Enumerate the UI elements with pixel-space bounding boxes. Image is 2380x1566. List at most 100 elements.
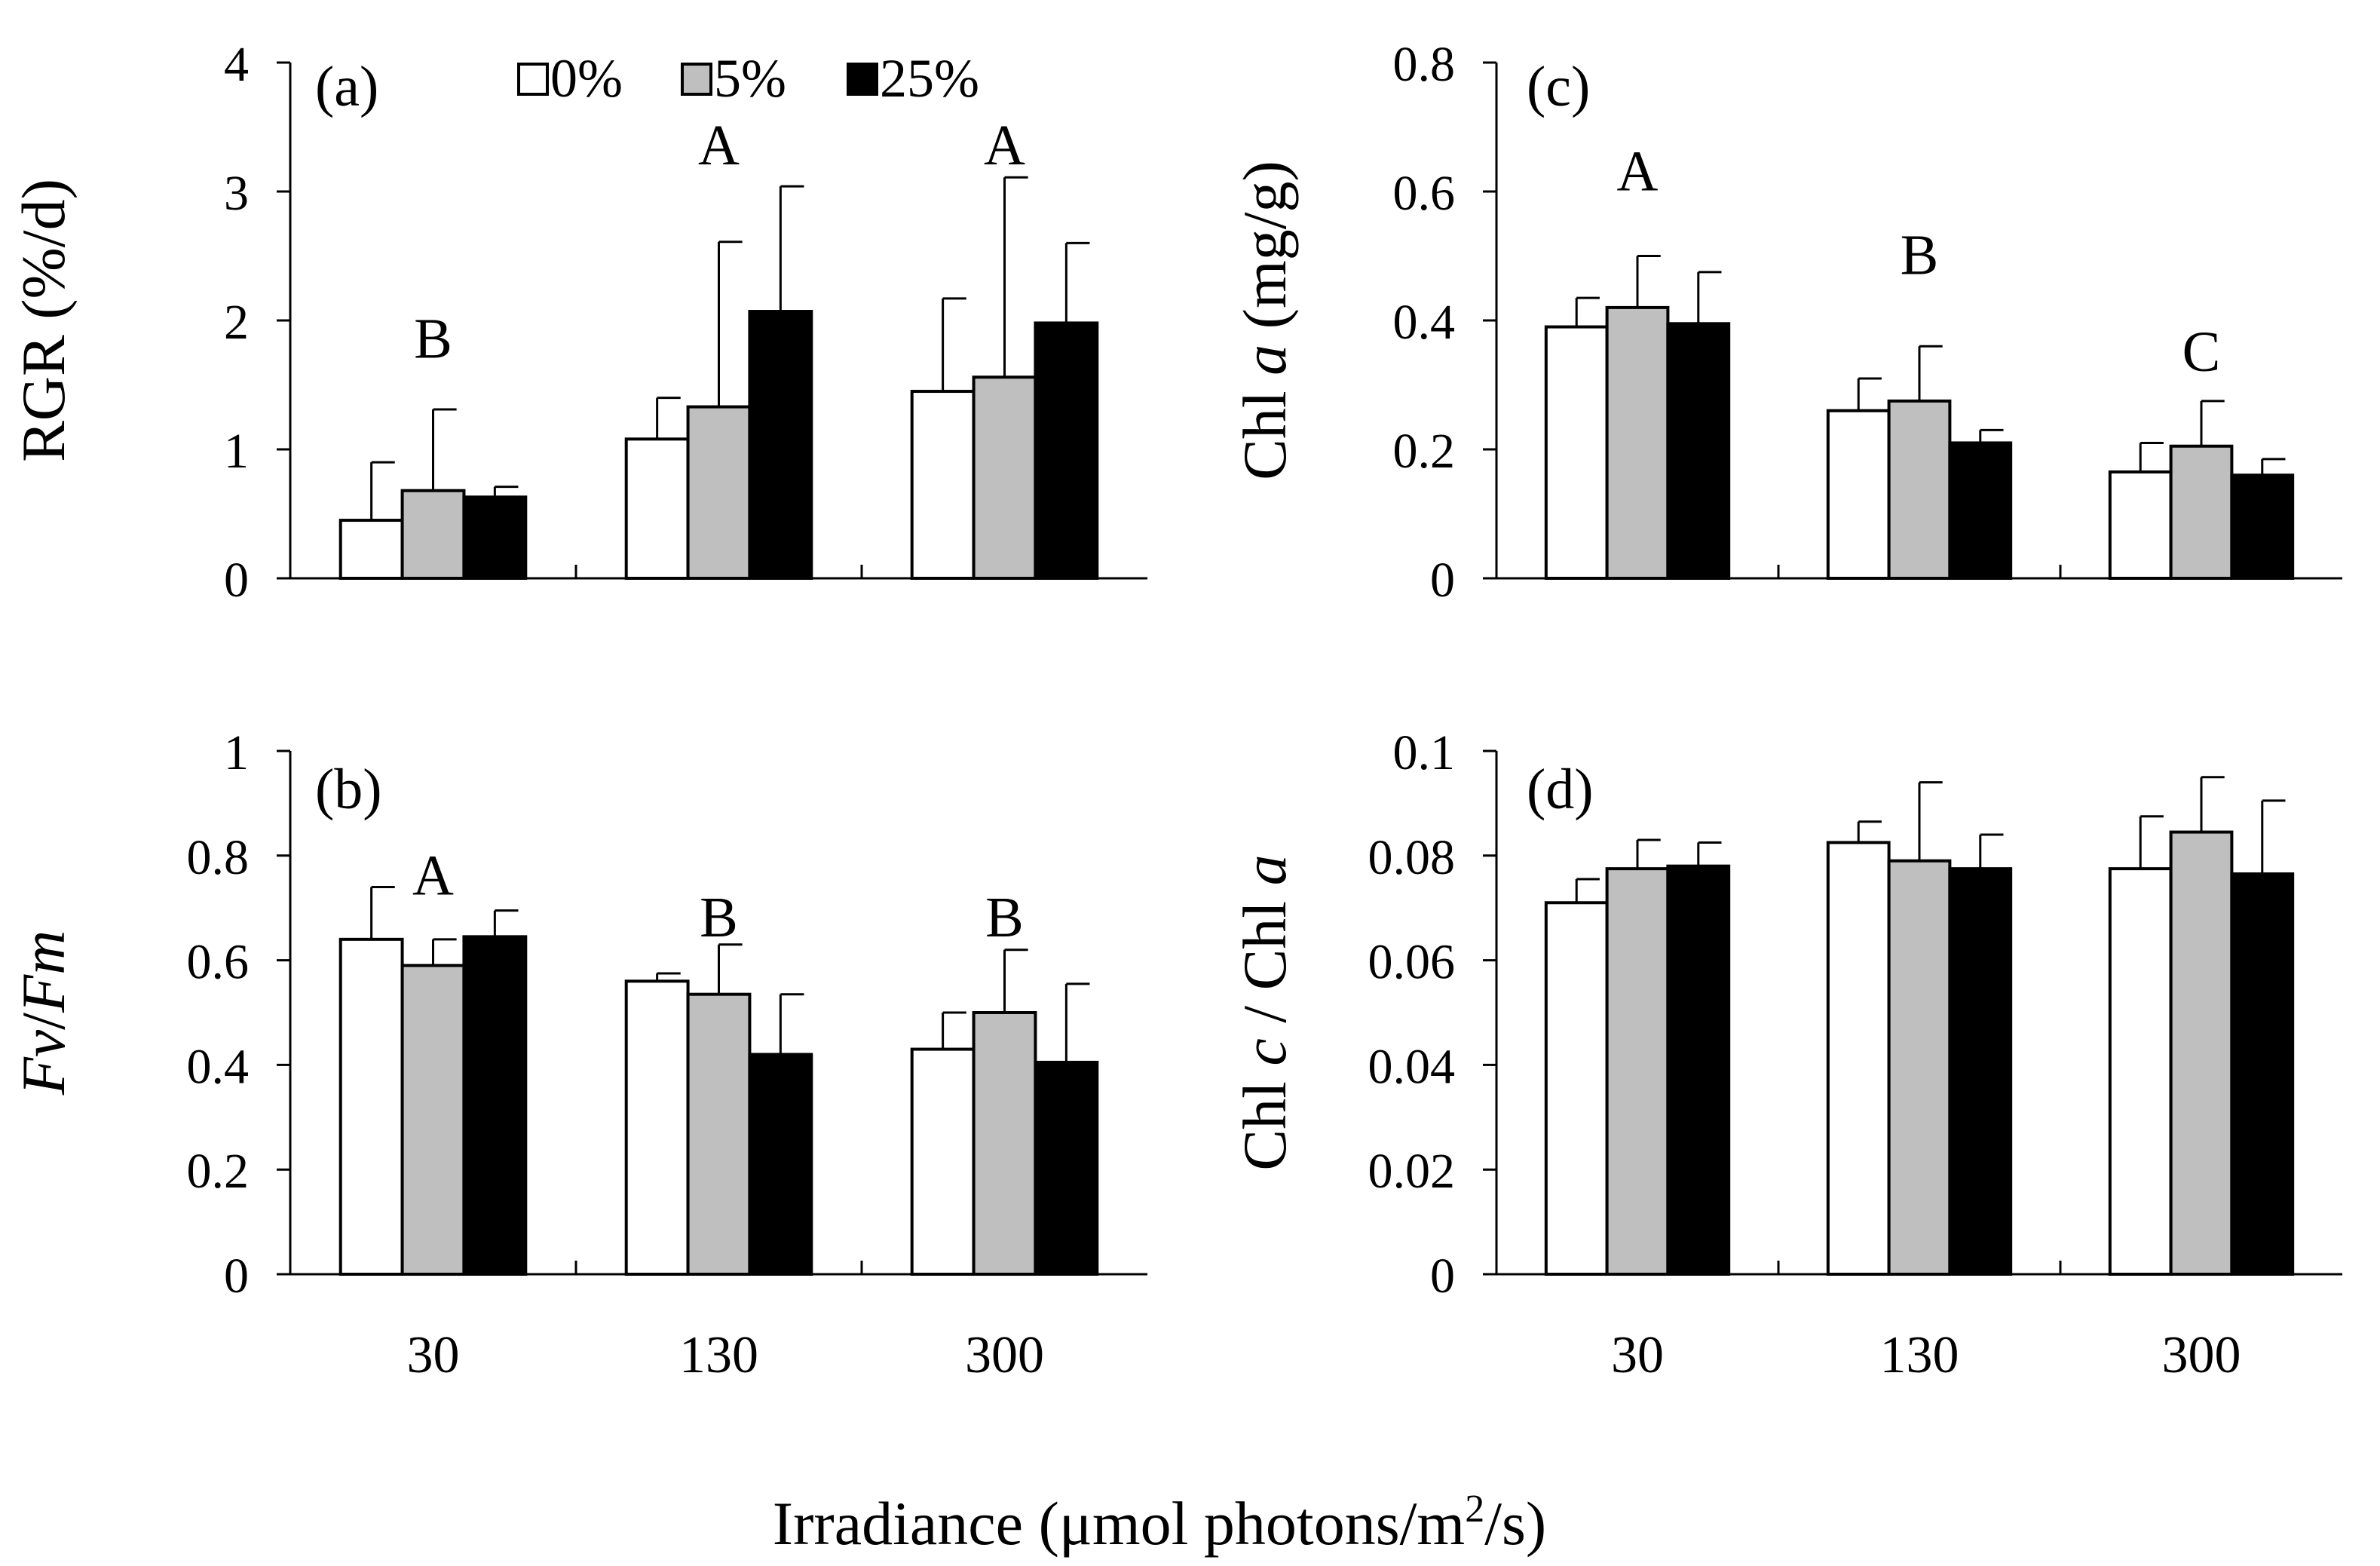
group-label: C [2182, 320, 2221, 384]
bar-0%-130 [1826, 841, 1891, 1276]
y-tick-label: 0.04 [1368, 1039, 1456, 1094]
bar-25%-130 [1948, 441, 2013, 581]
bar-5%-30 [1605, 867, 1670, 1276]
x-axis-label: Irradiance (μmol photons/m2/s) [773, 1488, 1546, 1558]
group-label: A [1617, 139, 1659, 203]
y-tick-label: 1 [224, 424, 249, 479]
legend-swatch-5% [681, 63, 712, 96]
bar-5%-300 [2169, 444, 2234, 580]
y-tick-label: 0.4 [1393, 295, 1456, 350]
bar-25%-30 [1666, 322, 1731, 580]
y-axis-label-part: RGR (%/d) [9, 179, 78, 462]
y-tick-label: 0.08 [1368, 830, 1456, 885]
bar-25%-130 [748, 310, 813, 580]
bar-0%-130 [624, 979, 690, 1276]
y-tick-label: 0.06 [1368, 935, 1456, 990]
bar-0%-30 [1544, 901, 1609, 1276]
x-tick-label: 30 [407, 1326, 460, 1384]
y-axis-label-part: Fv [9, 1029, 78, 1096]
bar-0%-30 [1544, 325, 1609, 580]
bar-25%-30 [1666, 864, 1731, 1276]
x-tick-label: 300 [965, 1326, 1044, 1384]
bar-0%-30 [338, 937, 404, 1276]
y-tick-label: 0.1 [1393, 725, 1456, 780]
legend-label-5%: 5% [714, 48, 786, 109]
legend-label-0%: 0% [550, 48, 623, 109]
x-tick-label: 130 [1880, 1326, 1959, 1384]
bar-0%-300 [910, 1047, 976, 1276]
y-tick-label: 4 [224, 37, 249, 92]
y-tick-label: 2 [224, 295, 249, 350]
bar-25%-300 [2230, 473, 2295, 581]
bar-25%-300 [2230, 872, 2295, 1276]
bar-5%-130 [686, 405, 752, 580]
bar-5%-130 [1887, 859, 1952, 1276]
y-tick-label: 0.6 [187, 935, 250, 990]
y-axis-label: Chl a (mg/g) [1230, 161, 1299, 480]
group-label: A [698, 114, 740, 177]
y-axis-label: Fv/Fm [9, 930, 78, 1096]
x-tick-label: 300 [2162, 1326, 2241, 1384]
bar-0%-30 [338, 519, 404, 580]
y-axis-label-part: Chl [1230, 1066, 1299, 1171]
bar-25%-130 [748, 1053, 813, 1276]
x-tick-label: 30 [1611, 1326, 1664, 1384]
y-axis-label-part: c [1230, 1038, 1299, 1065]
bar-5%-300 [2169, 830, 2234, 1276]
bar-0%-130 [624, 437, 690, 580]
y-tick-label: 0.02 [1368, 1144, 1456, 1199]
y-axis-label: Chl c / Chl a [1230, 854, 1299, 1170]
group-label: A [984, 114, 1025, 177]
group-label: A [412, 844, 454, 908]
legend-swatch-25% [847, 63, 878, 96]
bar-0%-300 [2108, 470, 2173, 580]
panel-label: (d) [1527, 758, 1594, 821]
bar-0%-130 [1826, 409, 1891, 581]
x-axis-label-suffix: /s) [1484, 1489, 1546, 1558]
panel-a: 0 1 2 3 4 B A A (a) RGR (%/d) [9, 37, 1147, 608]
y-axis-label-part: Chl [1230, 375, 1299, 480]
group-label: B [985, 886, 1024, 949]
x-axis-label-prefix: Irradiance (μmol photons/m [773, 1489, 1465, 1558]
bar-25%-130 [1948, 867, 2013, 1276]
y-tick-label: 0.8 [187, 830, 250, 885]
y-tick-label: 0.2 [187, 1144, 250, 1199]
bar-5%-30 [1605, 305, 1670, 580]
bar-5%-300 [972, 375, 1037, 580]
x-axis-label-superscript: 2 [1465, 1488, 1484, 1531]
legend-label-25%: 25% [880, 48, 979, 109]
y-tick-label: 0.2 [1393, 424, 1456, 479]
bar-5%-130 [1887, 399, 1952, 580]
bar-5%-30 [400, 489, 466, 580]
y-axis-label-part: a [1230, 345, 1299, 375]
bar-25%-300 [1034, 321, 1099, 580]
bar-25%-30 [462, 495, 528, 581]
y-tick-label: 0 [1430, 553, 1455, 608]
legend: 0% 5% 25% [517, 48, 979, 109]
group-label: B [414, 308, 452, 371]
panel-label: (c) [1527, 55, 1590, 118]
panel-label: (b) [315, 758, 382, 821]
bar-25%-30 [462, 935, 528, 1276]
bar-0%-300 [2108, 867, 2173, 1276]
group-label: B [700, 886, 738, 949]
panel-b: 0 0.2 0.4 0.6 0.8 1 A 30 B 130 B 300 (b) Fv/Fm [9, 725, 1147, 1384]
x-tick-label: 130 [679, 1326, 758, 1384]
y-tick-label: 0.8 [1393, 37, 1456, 92]
y-tick-label: 1 [224, 725, 249, 780]
bar-5%-300 [972, 1011, 1037, 1276]
y-tick-label: 0 [224, 1249, 249, 1304]
y-tick-label: 0 [224, 553, 249, 608]
y-axis-label-part: (mg/g) [1230, 161, 1299, 345]
y-axis-label-part: Fm [9, 930, 78, 1013]
y-tick-label: 0.6 [1393, 166, 1456, 221]
bar-5%-30 [400, 964, 466, 1276]
panels: 0 1 2 3 4 B A A (a) RGR (%/d) 0 0.2 0.4 0.6 0.8 1 A 30 B 13… [9, 37, 2342, 1384]
y-tick-label: 0.4 [187, 1039, 250, 1094]
panel-label: (a) [315, 55, 378, 118]
y-tick-label: 3 [224, 166, 249, 221]
legend-swatch-0% [517, 63, 549, 96]
y-axis-label-part: / Chl [1230, 885, 1299, 1038]
